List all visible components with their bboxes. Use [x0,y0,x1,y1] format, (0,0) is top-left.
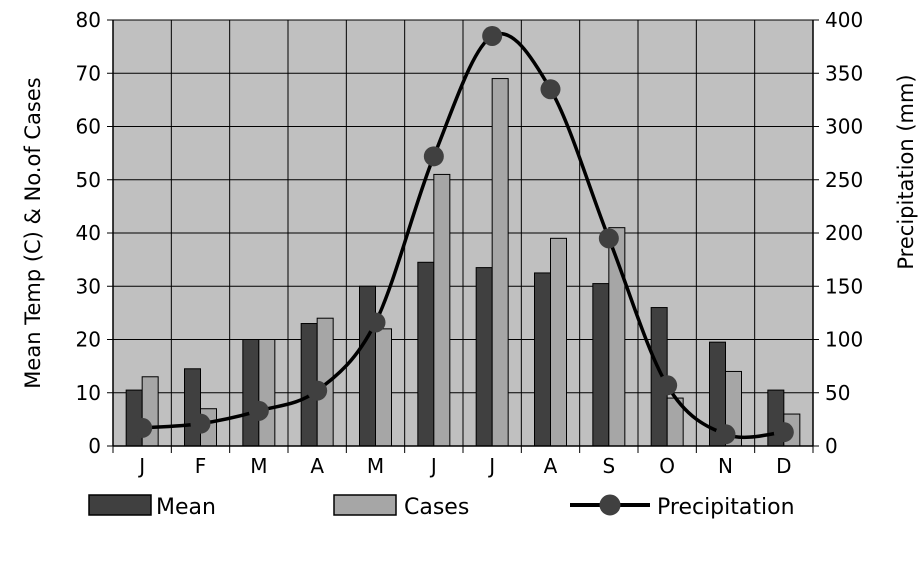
bar-mean [184,368,201,447]
bar-cases [550,237,567,447]
bar-cases [375,328,392,447]
x-tick-label: J [429,454,437,478]
precipitation-point [657,375,678,396]
x-tick-label: A [544,454,558,478]
legend-marker-precipitation [599,494,621,516]
bar-marks [125,78,801,447]
y2-tick-label: 0 [825,434,838,458]
bar-mean [125,389,143,447]
bar-cases [433,173,451,447]
precipitation-point [598,228,619,249]
y2-tick-label: 250 [825,168,863,192]
legend-label-cases: Cases [404,495,469,520]
y2-axis-title: Precipitation (mm) [894,74,918,269]
x-tick-label: S [602,454,615,478]
y2-tick-label: 150 [825,274,863,298]
legend-swatch-mean [88,494,152,516]
y-tick-label: 80 [76,8,101,32]
y-tick-label: 50 [76,168,101,192]
x-tick-label: M [250,454,267,478]
precipitation-point [248,400,269,421]
x-tick-label: D [776,454,791,478]
y2-tick-label: 200 [825,221,863,245]
x-tick-label: M [367,454,384,478]
y2-tick-label: 100 [825,328,863,352]
y2-tick-label: 350 [825,61,863,85]
y2-tick-label: 300 [825,115,863,139]
bar-mean [359,285,376,447]
bar-cases [258,339,276,447]
y-tick-label: 60 [76,115,101,139]
x-tick-label: N [718,454,733,478]
legend-label-precipitation: Precipitation [657,495,795,520]
y-tick-label: 30 [76,274,101,298]
y-axis-title: Mean Temp (C) & No.of Cases [21,77,45,388]
precipitation-line-group [132,25,794,445]
x-tick-label: J [487,454,495,478]
legend-swatch-cases [333,494,397,516]
precipitation-point [190,413,211,434]
left-axis-ticks: 0 10 20 30 40 50 60 70 80 [76,8,113,458]
x-tick-label: J [137,454,145,478]
x-tick-label: F [195,454,207,478]
x-tick-label: A [310,454,324,478]
precipitation-point [773,422,794,443]
precipitation-point [132,417,153,438]
precipitation-point [715,424,736,445]
y-tick-label: 0 [88,434,101,458]
precipitation-point [365,312,386,333]
right-axis-ticks: 0 50 100 150 200 250 300 350 400 [813,8,863,458]
bar-mean [475,267,493,447]
bar-mean [242,339,260,447]
y-tick-label: 70 [76,61,101,85]
legend-label-mean: Mean [156,495,216,520]
y2-tick-label: 400 [825,8,863,32]
y-tick-label: 20 [76,328,101,352]
bar-cases [491,78,509,447]
y2-tick-label: 50 [825,381,850,405]
bar-mean [417,261,435,447]
x-tick-label: O [659,454,675,478]
precipitation-point [307,380,328,401]
precipitation-point [540,79,561,100]
precipitation-point [482,25,503,46]
bar-mean [534,272,551,447]
legend: Mean Cases Precipitation [88,494,795,520]
precipitation-point [423,146,444,167]
y-tick-label: 40 [76,221,101,245]
y-tick-label: 10 [76,381,101,405]
bar-mean [592,283,610,447]
